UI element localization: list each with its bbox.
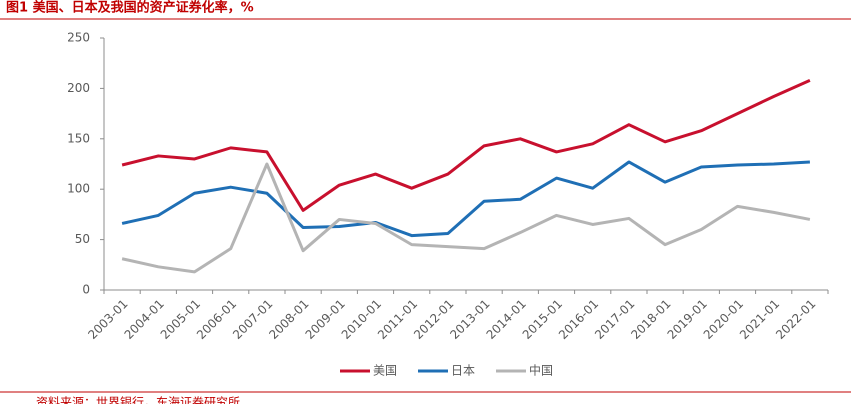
series-line — [121, 160, 810, 238]
series-line — [121, 78, 811, 212]
legend-label: 中国 — [529, 363, 553, 378]
chart-title: 图1 美国、日本及我国的资产证券化率，% — [6, 0, 254, 16]
legend-label: 美国 — [373, 364, 397, 378]
series-line — [121, 162, 811, 274]
y-tick-label: 0 — [82, 283, 90, 297]
x-tick-label: 2022-01 — [773, 297, 818, 342]
y-tick-label: 250 — [67, 31, 90, 45]
source: 资料来源：世界银行，东海证券研究所 — [36, 395, 240, 404]
y-tick-label: 100 — [67, 182, 90, 196]
y-tick-label: 150 — [67, 131, 90, 145]
legend-label: 日本 — [451, 364, 475, 378]
y-tick-label: 200 — [67, 81, 90, 95]
y-tick-label: 50 — [75, 232, 90, 246]
